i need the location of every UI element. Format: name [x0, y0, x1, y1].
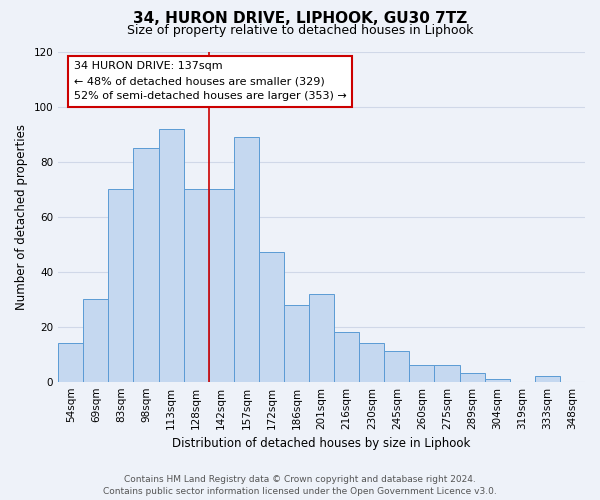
Bar: [58, 343, 83, 382]
Bar: [259, 252, 284, 382]
Bar: [184, 189, 209, 382]
X-axis label: Distribution of detached houses by size in Liphook: Distribution of detached houses by size …: [172, 437, 471, 450]
Bar: [158, 128, 184, 382]
Text: Contains HM Land Registry data © Crown copyright and database right 2024.
Contai: Contains HM Land Registry data © Crown c…: [103, 474, 497, 496]
Bar: [434, 365, 460, 382]
Bar: [359, 343, 385, 382]
Bar: [485, 379, 510, 382]
Bar: [334, 332, 359, 382]
Bar: [209, 189, 234, 382]
Text: 34, HURON DRIVE, LIPHOOK, GU30 7TZ: 34, HURON DRIVE, LIPHOOK, GU30 7TZ: [133, 11, 467, 26]
Bar: [309, 294, 334, 382]
Bar: [109, 189, 133, 382]
Bar: [284, 304, 309, 382]
Bar: [83, 299, 109, 382]
Text: Size of property relative to detached houses in Liphook: Size of property relative to detached ho…: [127, 24, 473, 37]
Bar: [409, 365, 434, 382]
Bar: [535, 376, 560, 382]
Text: 34 HURON DRIVE: 137sqm
← 48% of detached houses are smaller (329)
52% of semi-de: 34 HURON DRIVE: 137sqm ← 48% of detached…: [74, 62, 347, 101]
Bar: [234, 137, 259, 382]
Bar: [460, 374, 485, 382]
Bar: [133, 148, 158, 382]
Y-axis label: Number of detached properties: Number of detached properties: [15, 124, 28, 310]
Bar: [385, 352, 409, 382]
